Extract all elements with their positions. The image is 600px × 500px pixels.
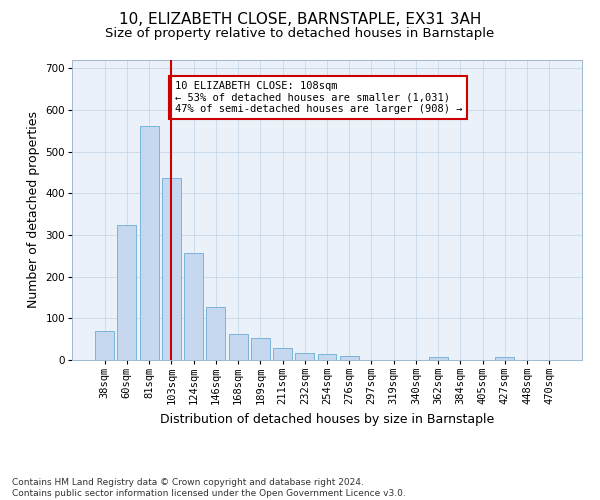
Bar (429, 357, 448, 360)
Bar (273, 348, 292, 360)
Bar (295, 352, 314, 360)
Bar (162, 178, 181, 360)
Bar (118, 224, 136, 360)
Bar (496, 357, 514, 360)
Y-axis label: Number of detached properties: Number of detached properties (27, 112, 40, 308)
Bar (206, 306, 225, 360)
Bar (140, 126, 158, 360)
Text: Contains HM Land Registry data © Crown copyright and database right 2024.
Contai: Contains HM Land Registry data © Crown c… (12, 478, 406, 498)
Text: Size of property relative to detached houses in Barnstaple: Size of property relative to detached ho… (106, 28, 494, 40)
Bar (229, 334, 248, 360)
Text: 10, ELIZABETH CLOSE, BARNSTAPLE, EX31 3AH: 10, ELIZABETH CLOSE, BARNSTAPLE, EX31 3A… (119, 12, 481, 28)
Bar (184, 252, 203, 360)
X-axis label: Distribution of detached houses by size in Barnstaple: Distribution of detached houses by size … (160, 413, 494, 426)
Bar (251, 338, 270, 360)
Bar (317, 354, 337, 360)
Bar (95, 331, 114, 360)
Text: 10 ELIZABETH CLOSE: 108sqm
← 53% of detached houses are smaller (1,031)
47% of s: 10 ELIZABETH CLOSE: 108sqm ← 53% of deta… (175, 81, 462, 114)
Bar (340, 356, 359, 360)
